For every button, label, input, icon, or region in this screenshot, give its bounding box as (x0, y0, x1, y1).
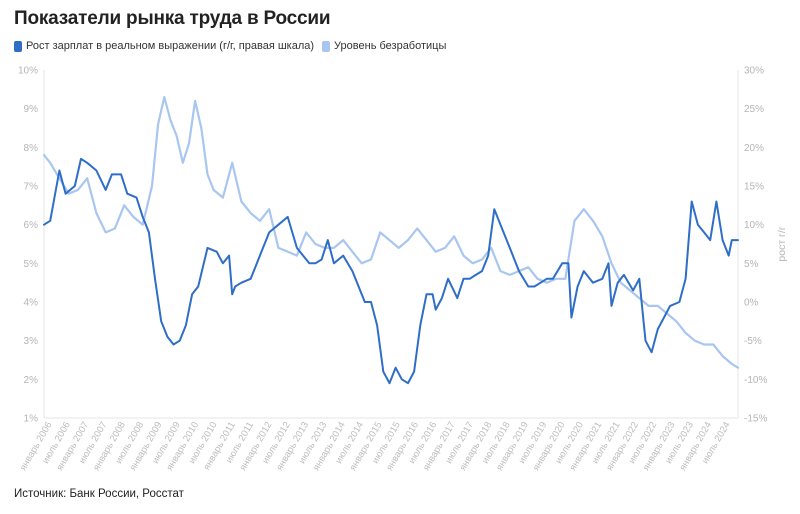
legend-label-wages: Рост зарплат в реальном выражении (г/г, … (26, 40, 315, 52)
y-left-tick-label: 7% (24, 182, 39, 193)
legend-item-wages[interactable]: Рост зарплат в реальном выражении (г/г, … (14, 40, 314, 52)
y-right-tick-label: 5% (744, 259, 759, 270)
y-right-tick-label: 30% (744, 66, 764, 77)
chart-title: Показатели рынка труда в России (14, 8, 331, 29)
y-right-tick-label: -15% (744, 414, 767, 425)
y-left-tick-label: 3% (24, 336, 39, 347)
y-left-tick-label: 5% (24, 259, 39, 270)
line-chart: 1% 2% 3% 4% 5% 6% 7% 8% 9% 10% -15% -10% -5% 0% 5% 10% 1… (18, 66, 788, 473)
y-left-tick-label: 9% (24, 104, 39, 115)
legend-swatch-wages (14, 40, 22, 52)
legend-label-unemployment: Уровень безработицы (334, 40, 447, 52)
y-left-tick-label: 6% (24, 220, 39, 231)
y-right-tick-label: -10% (744, 375, 767, 386)
y-right-tick-label: 15% (744, 182, 764, 193)
y-left-tick-label: 2% (24, 375, 39, 386)
series-line-wages (43, 157, 739, 385)
y-left-tick-label: 4% (24, 298, 39, 309)
y-right-tick-label: 10% (744, 220, 764, 231)
legend-item-unemployment[interactable]: Уровень безработицы (322, 40, 446, 52)
source-note: Источник: Банк России, Росстат (14, 488, 184, 500)
y-right-tick-label: 25% (744, 104, 764, 115)
legend-swatch-unemployment (322, 40, 331, 52)
chart-legend: Рост зарплат в реальном выражении (г/г, … (14, 40, 454, 52)
y-left-tick-label: 1% (24, 414, 39, 425)
y-right-axis-title: рост г/г (776, 226, 788, 261)
y-right-tick-label: -5% (744, 336, 762, 347)
y-left-tick-label: 10% (18, 66, 38, 77)
y-right-tick-label: 20% (744, 143, 764, 154)
y-left-tick-label: 8% (24, 143, 39, 154)
y-right-tick-label: 0% (744, 298, 759, 309)
